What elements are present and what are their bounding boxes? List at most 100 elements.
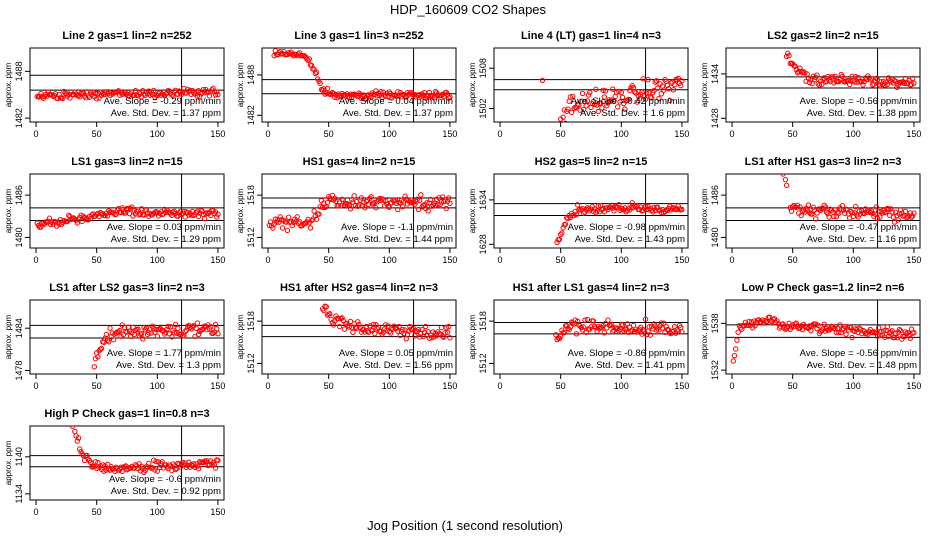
data-point bbox=[355, 319, 361, 325]
data-point bbox=[125, 466, 131, 472]
data-point bbox=[215, 457, 221, 464]
x-tick-label: 100 bbox=[846, 255, 861, 265]
data-point bbox=[642, 96, 649, 102]
slope-label: Ave. Slope = 0.04 ppm/min bbox=[339, 96, 453, 107]
data-point bbox=[600, 87, 606, 93]
data-point bbox=[577, 107, 583, 113]
panel-title: LS1 after HS1 gas=3 lin=2 n=3 bbox=[745, 156, 902, 168]
data-point bbox=[380, 197, 386, 203]
data-point bbox=[80, 452, 87, 459]
y-tick-label: 1488 bbox=[14, 61, 24, 81]
data-point bbox=[418, 192, 424, 198]
data-point bbox=[667, 97, 673, 104]
data-point bbox=[884, 81, 890, 88]
panel-title: HS1 after LS1 gas=4 lin=2 n=3 bbox=[513, 282, 670, 294]
data-point bbox=[373, 205, 379, 211]
y-axis-label: approx. ppm bbox=[236, 62, 245, 107]
data-point bbox=[622, 106, 628, 112]
data-point bbox=[207, 324, 214, 330]
data-point bbox=[319, 87, 326, 93]
data-point bbox=[75, 435, 82, 441]
data-point bbox=[595, 108, 601, 115]
data-point bbox=[399, 204, 406, 210]
data-point bbox=[853, 73, 859, 80]
std-dev-label: Ave. Std. Dev. = 1.37 ppm bbox=[343, 108, 453, 119]
x-axis-label: Jog Position (1 second resolution) bbox=[367, 518, 563, 533]
data-point bbox=[92, 90, 99, 97]
data-point bbox=[447, 94, 453, 100]
panel-title: High P Check gas=1 lin=0.8 n=3 bbox=[44, 408, 209, 420]
data-point bbox=[387, 330, 394, 336]
data-point bbox=[560, 114, 566, 120]
data-point bbox=[195, 331, 202, 338]
data-point bbox=[79, 218, 85, 225]
y-tick-label: 1532 bbox=[710, 360, 720, 380]
data-point bbox=[884, 324, 890, 330]
data-point bbox=[347, 206, 354, 212]
data-point bbox=[401, 330, 407, 337]
data-point bbox=[608, 321, 615, 328]
plot-frame bbox=[493, 47, 689, 123]
plot-frame bbox=[261, 173, 457, 249]
data-point bbox=[877, 214, 883, 220]
y-tick-label: 1502 bbox=[478, 99, 488, 119]
data-point bbox=[894, 84, 900, 91]
data-point bbox=[834, 209, 841, 215]
panels: Line 2 gas=1 lin=2 n=252 0 50 100 150 1482 148… bbox=[4, 30, 921, 517]
data-point bbox=[114, 89, 121, 95]
data-point bbox=[565, 215, 571, 222]
data-point bbox=[897, 207, 904, 213]
std-dev-label: Ave. Std. Dev. = 1.41 ppm bbox=[575, 360, 685, 371]
x-tick-label: 50 bbox=[788, 381, 798, 391]
plot-frame bbox=[29, 173, 225, 249]
data-point bbox=[573, 331, 580, 337]
data-point bbox=[104, 213, 111, 219]
panel-title: LS1 gas=3 lin=2 n=15 bbox=[71, 156, 183, 168]
data-point bbox=[565, 106, 571, 112]
data-point bbox=[814, 325, 820, 332]
data-point bbox=[675, 75, 681, 82]
data-point bbox=[605, 317, 611, 323]
data-point bbox=[885, 206, 892, 212]
data-point bbox=[212, 321, 219, 328]
data-point bbox=[345, 201, 351, 207]
data-point bbox=[129, 204, 135, 210]
data-points bbox=[730, 314, 917, 364]
data-point bbox=[762, 317, 768, 324]
data-point bbox=[215, 91, 221, 98]
y-axis-label: approx. ppm bbox=[4, 188, 13, 233]
data-point bbox=[640, 76, 646, 82]
data-point bbox=[155, 326, 162, 333]
data-point bbox=[583, 103, 589, 109]
data-point bbox=[840, 207, 847, 213]
data-point bbox=[126, 210, 133, 217]
data-point bbox=[131, 207, 137, 214]
data-point bbox=[849, 334, 855, 341]
std-dev-label: Ave. Std. Dev. = 1.29 ppm bbox=[111, 234, 221, 245]
data-point bbox=[901, 80, 907, 87]
data-point bbox=[93, 96, 100, 102]
slope-label: Ave. Slope = -1.1 ppm/min bbox=[341, 222, 453, 233]
data-point bbox=[46, 215, 53, 221]
std-dev-label: Ave. Std. Dev. = 1.43 ppm bbox=[575, 234, 685, 245]
data-point bbox=[164, 326, 170, 333]
data-point bbox=[832, 73, 838, 79]
data-point bbox=[158, 92, 164, 98]
data-point bbox=[734, 337, 740, 343]
slope-label: Ave. Slope = 0.05 ppm/min bbox=[339, 348, 453, 359]
data-point bbox=[676, 206, 683, 212]
slope-label: Ave. Slope = -0.29 ppm/min bbox=[104, 96, 221, 107]
data-point bbox=[733, 346, 739, 352]
data-point bbox=[212, 92, 219, 98]
data-point bbox=[317, 204, 323, 210]
panel: Low P Check gas=1.2 lin=2 n=6 0 50 100 150 15… bbox=[700, 282, 921, 391]
data-point bbox=[816, 206, 823, 212]
data-point bbox=[651, 204, 657, 211]
data-point bbox=[199, 208, 205, 214]
data-point bbox=[426, 335, 433, 341]
panel: Line 2 gas=1 lin=2 n=252 0 50 100 150 1482 148… bbox=[4, 30, 225, 139]
panel: HS2 gas=5 lin=2 n=15 0 50 100 150 1628 1634app… bbox=[468, 156, 689, 265]
data-point bbox=[358, 195, 365, 201]
data-points bbox=[34, 85, 221, 102]
data-point bbox=[826, 327, 832, 333]
